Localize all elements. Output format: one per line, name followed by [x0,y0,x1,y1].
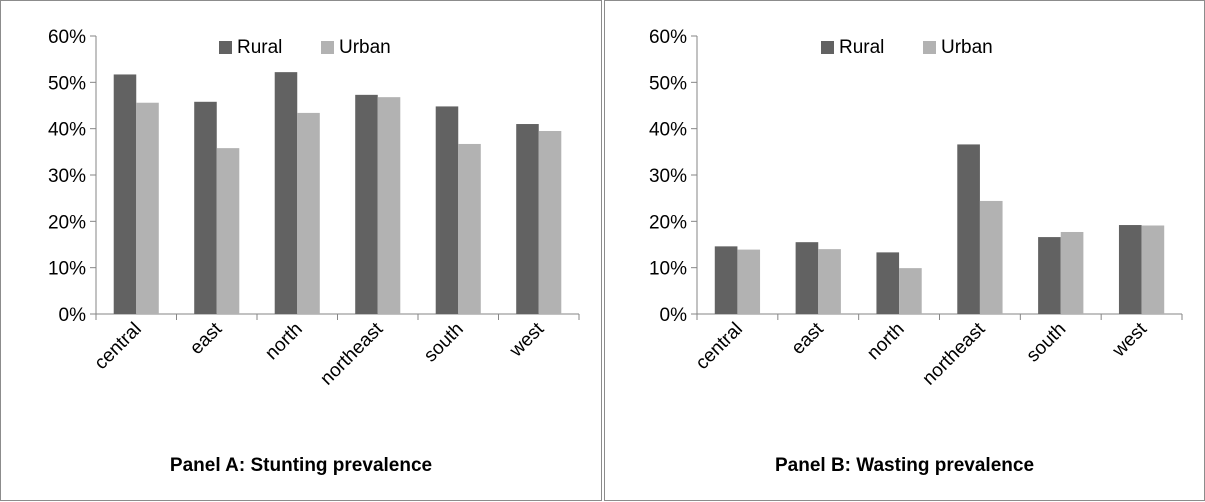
bar-urban-northeast [979,200,1003,314]
panel-a-stunting: 0% 10% 20% 30% 40% 50% 60% central east north nort… [0,0,602,501]
y-tick-label: 10% [48,259,86,280]
y-tick-label: 20% [48,212,86,233]
bar-rural-west [1118,225,1142,314]
y-tick-label: 40% [649,120,687,141]
y-tick-label: 40% [48,120,86,141]
y-tick-label: 0% [660,305,688,326]
legend-label-rural: Rural [839,37,884,58]
bar-urban-central [737,249,761,314]
legend-swatch-urban [321,41,334,54]
y-tick-label: 60% [48,27,86,48]
bar-urban-west [538,130,562,314]
bar-urban-south [458,143,481,314]
category-label: central [91,319,146,374]
bar-rural-east [795,242,819,314]
panel-b-wasting: 0% 10% 20% 30% 40% 50% 60% central east north nort… [604,0,1205,501]
legend-swatch-urban [923,41,936,54]
bar-urban-east [818,249,841,314]
bar-urban-northeast [377,97,401,314]
category-label: east [788,318,829,359]
category-label: west [505,318,549,362]
bar-urban-central [136,102,159,314]
panel-a-chart: 0% 10% 20% 30% 40% 50% 60% central east north nort… [48,27,580,390]
y-tick-label: 20% [649,212,687,233]
y-tick-label: 30% [48,166,86,187]
panel-b-chart: 0% 10% 20% 30% 40% 50% 60% central east north nort… [649,27,1183,390]
bar-rural-central [113,74,137,314]
bar-rural-south [1038,237,1061,314]
bar-urban-north [899,268,922,314]
category-label: east [186,318,227,359]
y-tick-label: 30% [649,166,687,187]
legend-swatch-rural [219,41,232,54]
panel-b-title: Panel B: Wasting prevalence [774,455,1035,476]
bar-urban-south [1060,231,1084,314]
category-label: north [261,319,306,364]
category-label: west [1108,318,1152,362]
bar-rural-west [516,124,539,315]
legend-label-rural: Rural [237,37,282,58]
bar-rural-north [876,252,900,314]
legend-label-urban: Urban [339,37,391,58]
y-tick-label: 0% [59,305,87,326]
bar-rural-central [714,246,738,314]
legend-swatch-rural [821,41,834,54]
bar-rural-northeast [355,94,378,315]
bar-rural-south [435,106,459,314]
y-tick-label: 50% [649,73,687,94]
bar-urban-west [1141,225,1165,314]
bar-rural-north [274,72,298,314]
legend-label-urban: Urban [941,37,993,58]
category-label: south [420,319,468,367]
y-tick-label: 10% [649,259,687,280]
y-tick-label: 50% [48,73,86,94]
category-label: south [1023,319,1071,367]
y-tick-label: 60% [649,27,687,48]
category-label: northeast [316,318,387,389]
bar-rural-east [194,101,217,314]
category-label: central [692,319,747,374]
panel-a-title: Panel A: Stunting prevalence [169,455,433,476]
bar-urban-north [297,112,320,314]
category-label: north [863,319,908,364]
category-label: northeast [919,318,990,389]
bar-rural-northeast [957,144,980,314]
bar-urban-east [216,148,240,314]
